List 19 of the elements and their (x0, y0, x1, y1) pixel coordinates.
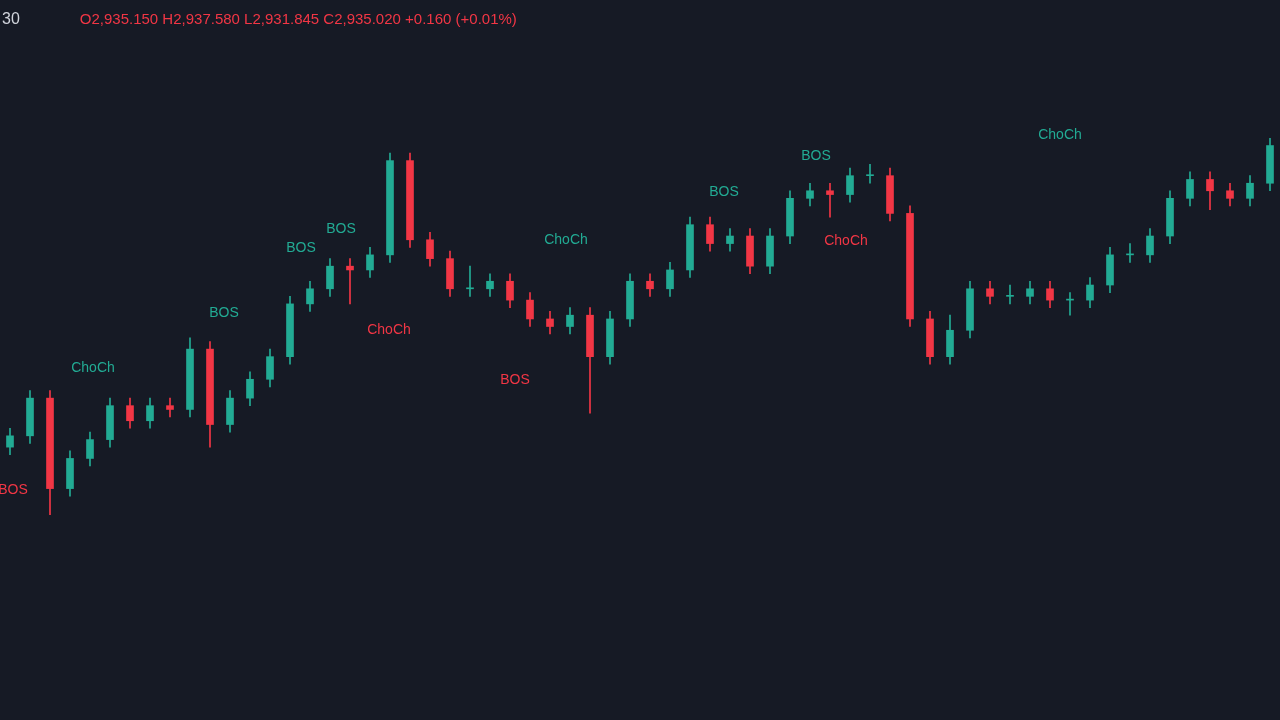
candlestick (466, 265, 474, 297)
annotation: ChoCh (544, 230, 588, 247)
annotation: BOS (286, 238, 316, 255)
annotation: ChoCh (824, 231, 868, 248)
annotation: ChoCh (71, 358, 115, 375)
candlestick (1006, 284, 1014, 305)
chart-title: 30 (2, 10, 20, 27)
annotation: BOS (801, 146, 831, 163)
annotation: ChoCh (1038, 125, 1082, 142)
candlestick (826, 182, 834, 218)
annotation: BOS (709, 182, 739, 199)
candlestick (346, 258, 354, 305)
annotation: BOS (326, 219, 356, 236)
annotation: ChoCh (367, 320, 411, 337)
annotation: BOS (0, 480, 28, 497)
candlestick (866, 164, 874, 184)
annotation: BOS (209, 303, 239, 320)
annotation: BOS (500, 370, 530, 387)
chart-subtitle: O2,935.150 H2,937.580 L2,931.845 C2,935.020 +0.160 (+0.01%) (79, 10, 517, 27)
